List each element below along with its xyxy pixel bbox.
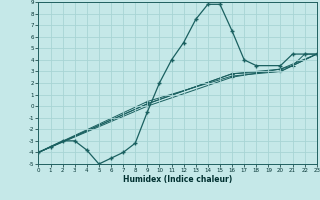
X-axis label: Humidex (Indice chaleur): Humidex (Indice chaleur) (123, 175, 232, 184)
